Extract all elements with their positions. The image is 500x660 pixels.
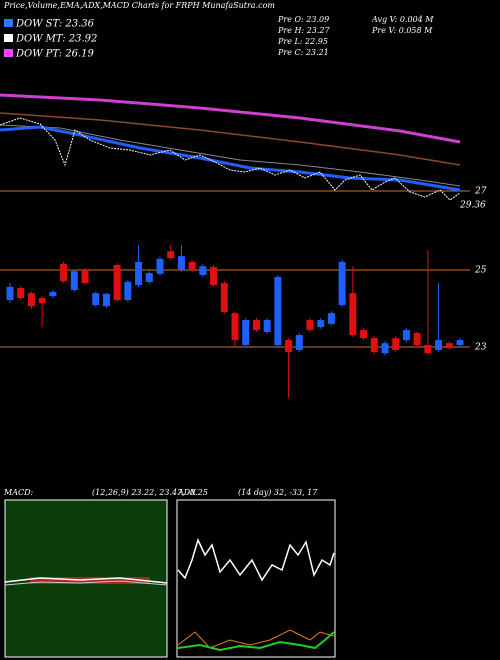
candle-body: [231, 313, 239, 341]
legend-swatch: [4, 49, 13, 57]
y-tick-label: 23: [474, 343, 487, 353]
indicator-params: (12,26,9) 23.22, 23.47, -0.25: [92, 488, 208, 497]
stat: Pre O: 23.09: [277, 15, 329, 24]
candle-body: [274, 276, 282, 346]
candle-body: [188, 261, 196, 270]
ema-line: [0, 112, 461, 166]
ema-line: [0, 124, 461, 187]
macd-panel: MACD: (12,26,9) 23.22, 23.47, -0.25: [3, 488, 208, 658]
legend-swatch: [4, 19, 13, 27]
candle-body: [242, 320, 250, 346]
indicator-name: ADX: [177, 488, 196, 497]
candle-body: [135, 261, 143, 286]
panel-frame: [176, 499, 336, 658]
stat: Avg V: 0.004 M: [371, 15, 434, 24]
candle-body: [177, 256, 185, 270]
candle-body: [295, 335, 303, 351]
indicator-params: (14 day) 32, -33, 17: [238, 488, 318, 497]
candle-body: [327, 313, 335, 324]
price-line: [0, 117, 461, 201]
candle-panel: 23 25: [0, 244, 487, 398]
histogram: [30, 577, 150, 584]
candle-body: [317, 320, 325, 327]
candle-body: [338, 261, 346, 306]
candle-body: [70, 271, 78, 291]
chart-title: Price,Volume,EMA,ADX,MACD Charts for FRP…: [3, 1, 275, 10]
top-panel: 27 29.36: [0, 93, 487, 211]
candle-body: [285, 340, 293, 353]
candle-body: [424, 345, 432, 354]
candle-body: [199, 266, 207, 276]
candle-body: [124, 281, 132, 301]
candle-body: [113, 264, 121, 301]
di-line: [177, 629, 335, 649]
candle-body: [38, 298, 46, 304]
candle-body: [27, 293, 35, 307]
adx-line: [177, 631, 335, 652]
ema-line: [0, 93, 461, 144]
legend: DOW ST: 23.36 DOW MT: 23.92 DOW PT: 26.1…: [4, 19, 97, 60]
candle-body: [413, 333, 421, 346]
candle-body: [156, 258, 164, 274]
candle-body: [81, 270, 89, 284]
ema-line: [0, 125, 461, 192]
di-line: [177, 537, 335, 582]
candle-body: [17, 288, 25, 299]
candle-body: [92, 293, 100, 306]
candle-body: [456, 340, 464, 346]
candle-body: [306, 320, 314, 331]
y-tick-label: 25: [474, 266, 487, 276]
legend-swatch: [4, 34, 13, 42]
candle-body: [435, 340, 443, 351]
candle-body: [102, 293, 110, 307]
candle-body: [145, 273, 153, 282]
stat: Pre V: 0.058 M: [371, 26, 433, 35]
candle-body: [220, 283, 228, 312]
candle-body: [381, 343, 389, 354]
stat: Pre H: 23.27: [277, 26, 331, 35]
stats: Pre O: 23.09 Pre H: 23.27 Pre L: 22.95 P…: [277, 15, 434, 57]
legend-entry: DOW MT: 23.92: [15, 34, 97, 45]
candle-body: [60, 263, 68, 282]
macd-line: [4, 577, 168, 584]
candle-body: [392, 338, 400, 351]
candle-body: [252, 320, 260, 331]
stat: Pre C: 23.21: [277, 48, 329, 57]
candle-body: [6, 286, 14, 301]
candle-body: [360, 330, 368, 339]
indicator-name: MACD:: [3, 488, 34, 497]
candle-body: [445, 343, 453, 349]
candle-body: [263, 320, 271, 332]
candle-body: [49, 291, 57, 297]
signal-line: [4, 580, 168, 586]
candle-body: [370, 338, 378, 353]
candle-body: [349, 293, 357, 336]
candle-body: [402, 330, 410, 341]
axis-label: 29.36: [459, 201, 486, 211]
candle-body: [167, 251, 175, 259]
legend-entry: DOW PT: 26.19: [15, 49, 95, 60]
axis-label: 27: [474, 187, 487, 197]
candle-body: [210, 266, 218, 286]
adx-panel: ADX (14 day) 32, -33, 17: [176, 488, 336, 658]
legend-entry: DOW ST: 23.36: [15, 19, 95, 30]
stat: Pre L: 22.95: [277, 37, 328, 46]
